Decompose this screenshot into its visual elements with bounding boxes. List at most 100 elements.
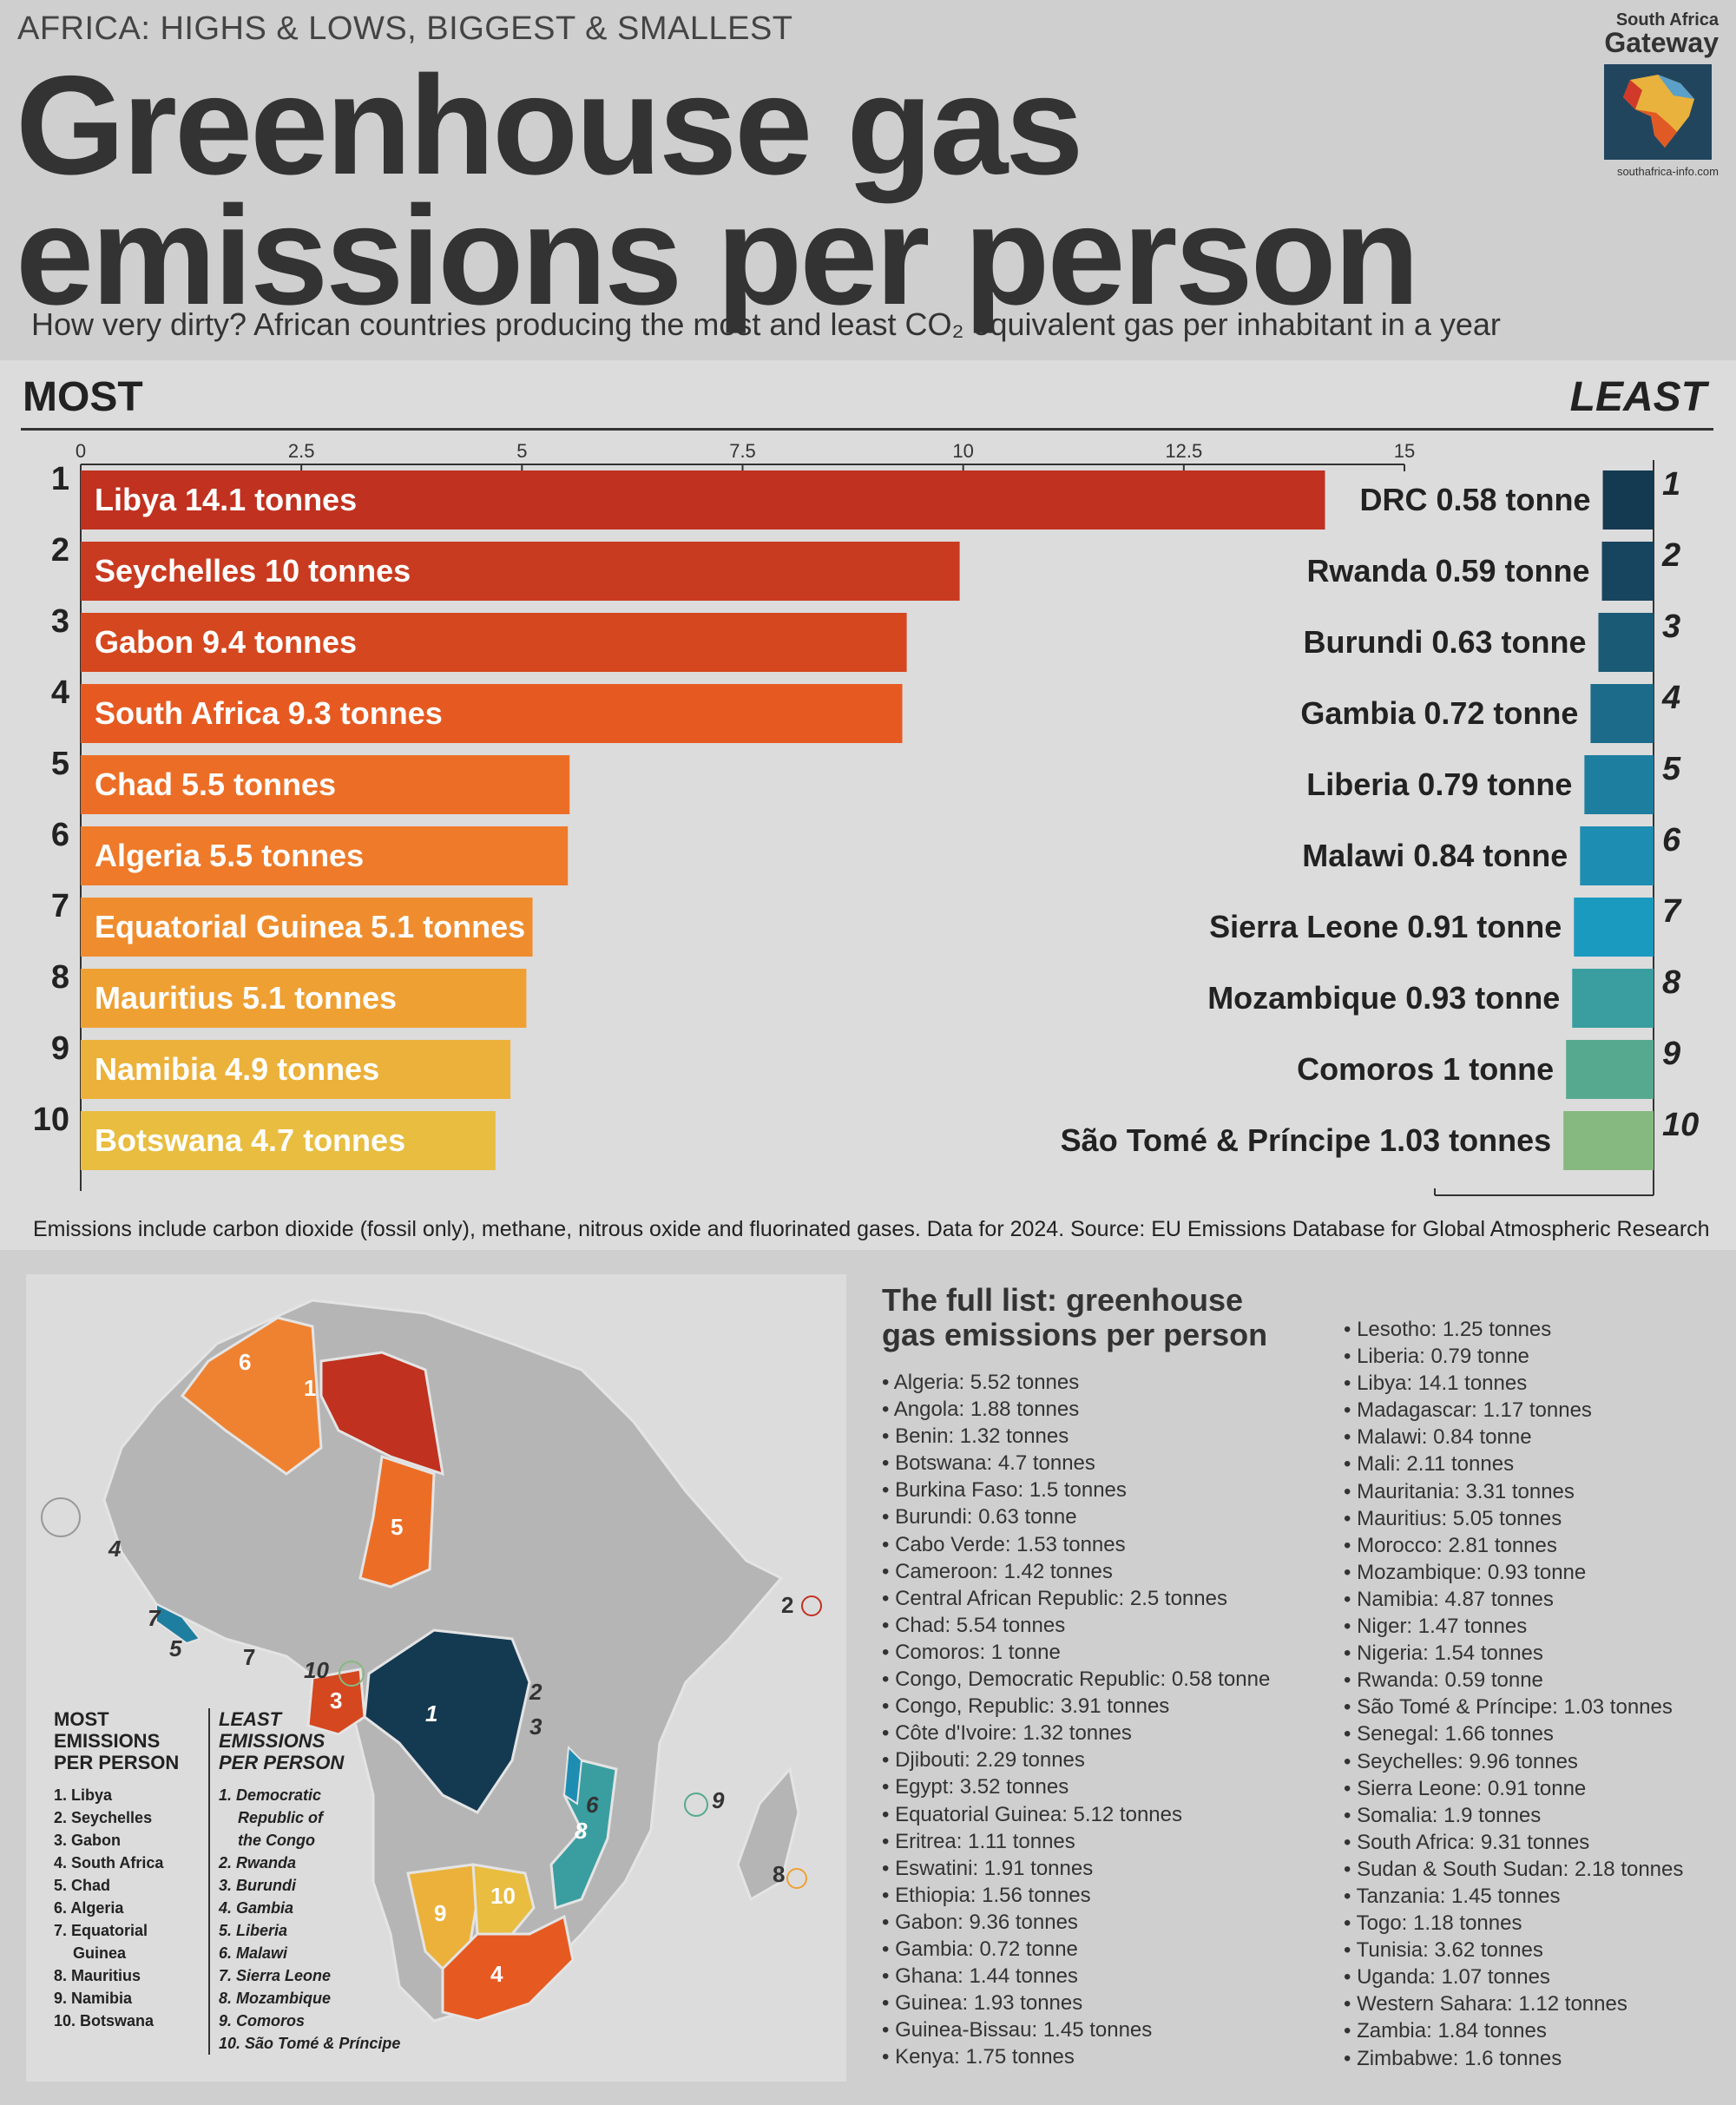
map-marker-least-6: 6 [586, 1792, 599, 1818]
africa-map: 1 6 5 3 9 10 4 1 8 2 8 7 4 7 5 10 2 3 6 … [41, 1299, 822, 2023]
most-bar-6 [81, 898, 533, 957]
most-tick-label-2: 5 [516, 440, 527, 462]
least-bar-6 [1574, 898, 1654, 957]
most-bar-0 [81, 470, 1325, 530]
least-rank-5: 6 [1662, 822, 1681, 858]
full-list-item-15: Egypt: 3.52 tonnes [882, 1773, 1270, 1800]
full-list-title: The full list: greenhouse gas emissions … [882, 1283, 1316, 1352]
full-list-item-18: Eswatini: 1.91 tonnes [882, 1855, 1270, 1882]
legend-least-item-2: the Congo [238, 1832, 315, 1849]
legend-most-item-5: 6. Algeria [54, 1899, 124, 1917]
legend-most-item-8: 8. Mauritius [54, 1967, 141, 1984]
full-list-item-10: Namibia: 4.87 tonnes [1344, 1586, 1683, 1613]
map-marker-least-7: 7 [148, 1605, 161, 1631]
map-chad [358, 1455, 436, 1589]
full-list-item-6: Mauritania: 3.31 tonnes [1344, 1478, 1683, 1505]
most-tick-label-3: 7.5 [729, 440, 756, 462]
most-tick-label-1: 2.5 [288, 440, 315, 462]
full-list-item-5: Mali: 2.11 tonnes [1344, 1450, 1683, 1477]
least-bar-label-9: São Tomé & Príncipe 1.03 tonnes [1061, 1122, 1552, 1158]
map-marker-most-10: 10 [490, 1883, 516, 1909]
most-bar-label-4: Chad 5.5 tonnes [95, 766, 336, 802]
most-bar-8 [81, 1040, 511, 1099]
full-list-item-22: Togo: 1.18 tonnes [1344, 1910, 1683, 1937]
legend-least-item-0: 1. Democratic [219, 1786, 322, 1804]
full-list-item-2: Benin: 1.32 tonnes [882, 1423, 1270, 1450]
least-bar-label-5: Malawi 0.84 tonne [1302, 838, 1568, 873]
most-rank-7: 8 [51, 959, 69, 996]
legend-least-item-10: 9. Comoros [219, 2012, 306, 2029]
full-list-item-11: Niger: 1.47 tonnes [1344, 1613, 1683, 1640]
full-list-item-23: Tunisia: 3.62 tonnes [1344, 1937, 1683, 1964]
legend-most-item-1: 2. Seychelles [54, 1809, 153, 1826]
map-marker-least-4: 4 [108, 1536, 122, 1562]
map-malawi [562, 1745, 583, 1806]
legend-least-item-5: 4. Gambia [219, 1899, 294, 1917]
full-list-item-15: Senegal: 1.66 tonnes [1344, 1720, 1683, 1747]
least-bar-label-2: Burundi 0.63 tonne [1303, 624, 1586, 660]
least-bar-9 [1563, 1111, 1654, 1170]
least-rank-8: 9 [1662, 1036, 1680, 1072]
full-list-item-1: Liberia: 0.79 tonne [1344, 1343, 1683, 1370]
least-bar-7 [1572, 969, 1654, 1028]
logo: South Africa Gateway southafrica-info.co… [1597, 10, 1719, 178]
legend-most-item-7: Guinea [73, 1944, 127, 1962]
full-list-item-4: Burkina Faso: 1.5 tonnes [882, 1477, 1270, 1503]
least-rank-0: 1 [1662, 466, 1680, 503]
logo-url: southafrica-info.com [1616, 165, 1719, 178]
full-list-item-12: Nigeria: 1.54 tonnes [1344, 1640, 1683, 1667]
most-rank-6: 7 [51, 888, 69, 924]
least-rank-7: 8 [1662, 964, 1681, 1001]
most-bar-1 [81, 542, 960, 601]
least-bar-label-4: Liberia 0.79 tonne [1306, 766, 1572, 802]
most-rank-0: 1 [51, 461, 69, 497]
full-list-title-2: gas emissions per person [882, 1317, 1268, 1352]
map-marker-least-1: 1 [425, 1700, 437, 1727]
legend-most-title-3: PER PERSON [54, 1752, 180, 1773]
legend-most-item-10: 10. Botswana [54, 2012, 155, 2029]
map-marker-most-1: 1 [304, 1375, 316, 1401]
most-rank-3: 4 [51, 674, 69, 711]
map-marker-most-2: 2 [781, 1592, 793, 1618]
most-bar-label-0: Libya 14.1 tonnes [95, 482, 357, 517]
most-rank-2: 3 [51, 603, 69, 640]
full-list-item-21: Tanzania: 1.45 tonnes [1344, 1883, 1683, 1910]
most-bar-5 [81, 826, 569, 885]
most-bar-9 [81, 1111, 496, 1170]
full-list-item-19: South Africa: 9.31 tonnes [1344, 1829, 1683, 1856]
madagascar-shape [736, 1766, 800, 1902]
most-rank-4: 5 [51, 746, 69, 782]
legend-least-title-1: LEAST [219, 1708, 282, 1730]
legend-least-item-8: 7. Sierra Leone [219, 1967, 332, 1984]
full-list-item-16: Equatorial Guinea: 5.12 tonnes [882, 1801, 1270, 1828]
most-bar-4 [81, 755, 570, 814]
least-bar-label-0: DRC 0.58 tonne [1359, 482, 1590, 517]
legend-least-item-11: 10. São Tomé & Príncipe [219, 2035, 401, 2052]
most-rank-1: 2 [51, 532, 69, 569]
least-label: LEAST [1569, 374, 1706, 420]
map-marker-least-10: 10 [304, 1657, 329, 1683]
most-tick-label-5: 12.5 [1165, 440, 1202, 462]
legend-most-item-4: 5. Chad [54, 1877, 111, 1894]
full-list-item-13: Côte d'Ivoire: 1.32 tonnes [882, 1720, 1270, 1746]
map-panel: 1 6 5 3 9 10 4 1 8 2 8 7 4 7 5 10 2 3 6 … [26, 1274, 846, 2082]
least-bar-1 [1601, 542, 1654, 601]
full-list-item-1: Angola: 1.88 tonnes [882, 1396, 1270, 1423]
most-rank-9: 10 [33, 1102, 69, 1138]
full-list-item-10: Comoros: 1 tonne [882, 1639, 1270, 1666]
full-list-item-25: Western Sahara: 1.12 tonnes [1344, 1990, 1683, 2017]
title-line-2: emissions per person [16, 177, 1420, 334]
logo-line-1: South Africa [1615, 10, 1719, 30]
most-bar-label-3: South Africa 9.3 tonnes [95, 695, 443, 731]
least-rank-1: 2 [1661, 537, 1680, 574]
full-list-item-11: Congo, Democratic Republic: 0.58 tonne [882, 1666, 1270, 1693]
full-list-item-26: Zambia: 1.84 tonnes [1344, 2017, 1683, 2044]
full-list-item-17: Eritrea: 1.11 tonnes [882, 1828, 1270, 1855]
full-list-item-4: Malawi: 0.84 tonne [1344, 1424, 1683, 1450]
most-tick-label-0: 0 [76, 440, 86, 462]
least-bar-2 [1598, 613, 1654, 672]
map-marker-least-2: 2 [529, 1679, 542, 1705]
comoros-ring [684, 1793, 708, 1817]
full-list-item-3: Botswana: 4.7 tonnes [882, 1450, 1270, 1477]
